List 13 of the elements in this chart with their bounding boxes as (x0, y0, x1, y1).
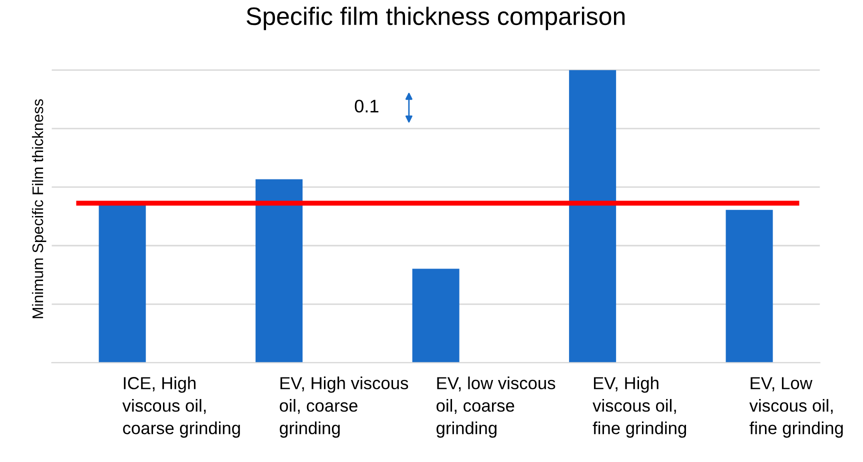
x-tick-label: ICE, High viscous oil, coarse grinding (122, 376, 240, 438)
bar (412, 268, 460, 363)
y-axis-title: Minimum Specific Film thickness (32, 99, 46, 318)
x-tick-label: EV, High viscous oil, fine grinding (592, 376, 686, 438)
x-tick-label: EV, Low viscous oil, fine grinding (749, 377, 843, 438)
x-tick-label: EV, High viscous oil, coarse grinding (280, 376, 408, 438)
x-tick-label: EV, low viscous oil, coarse grinding (436, 376, 556, 438)
bar (726, 210, 773, 363)
chart-title: Specific film thickness comparison (246, 6, 625, 30)
bar (569, 70, 616, 363)
bar (98, 206, 146, 363)
bar (256, 179, 303, 363)
annotation: 0.1 (354, 100, 378, 113)
